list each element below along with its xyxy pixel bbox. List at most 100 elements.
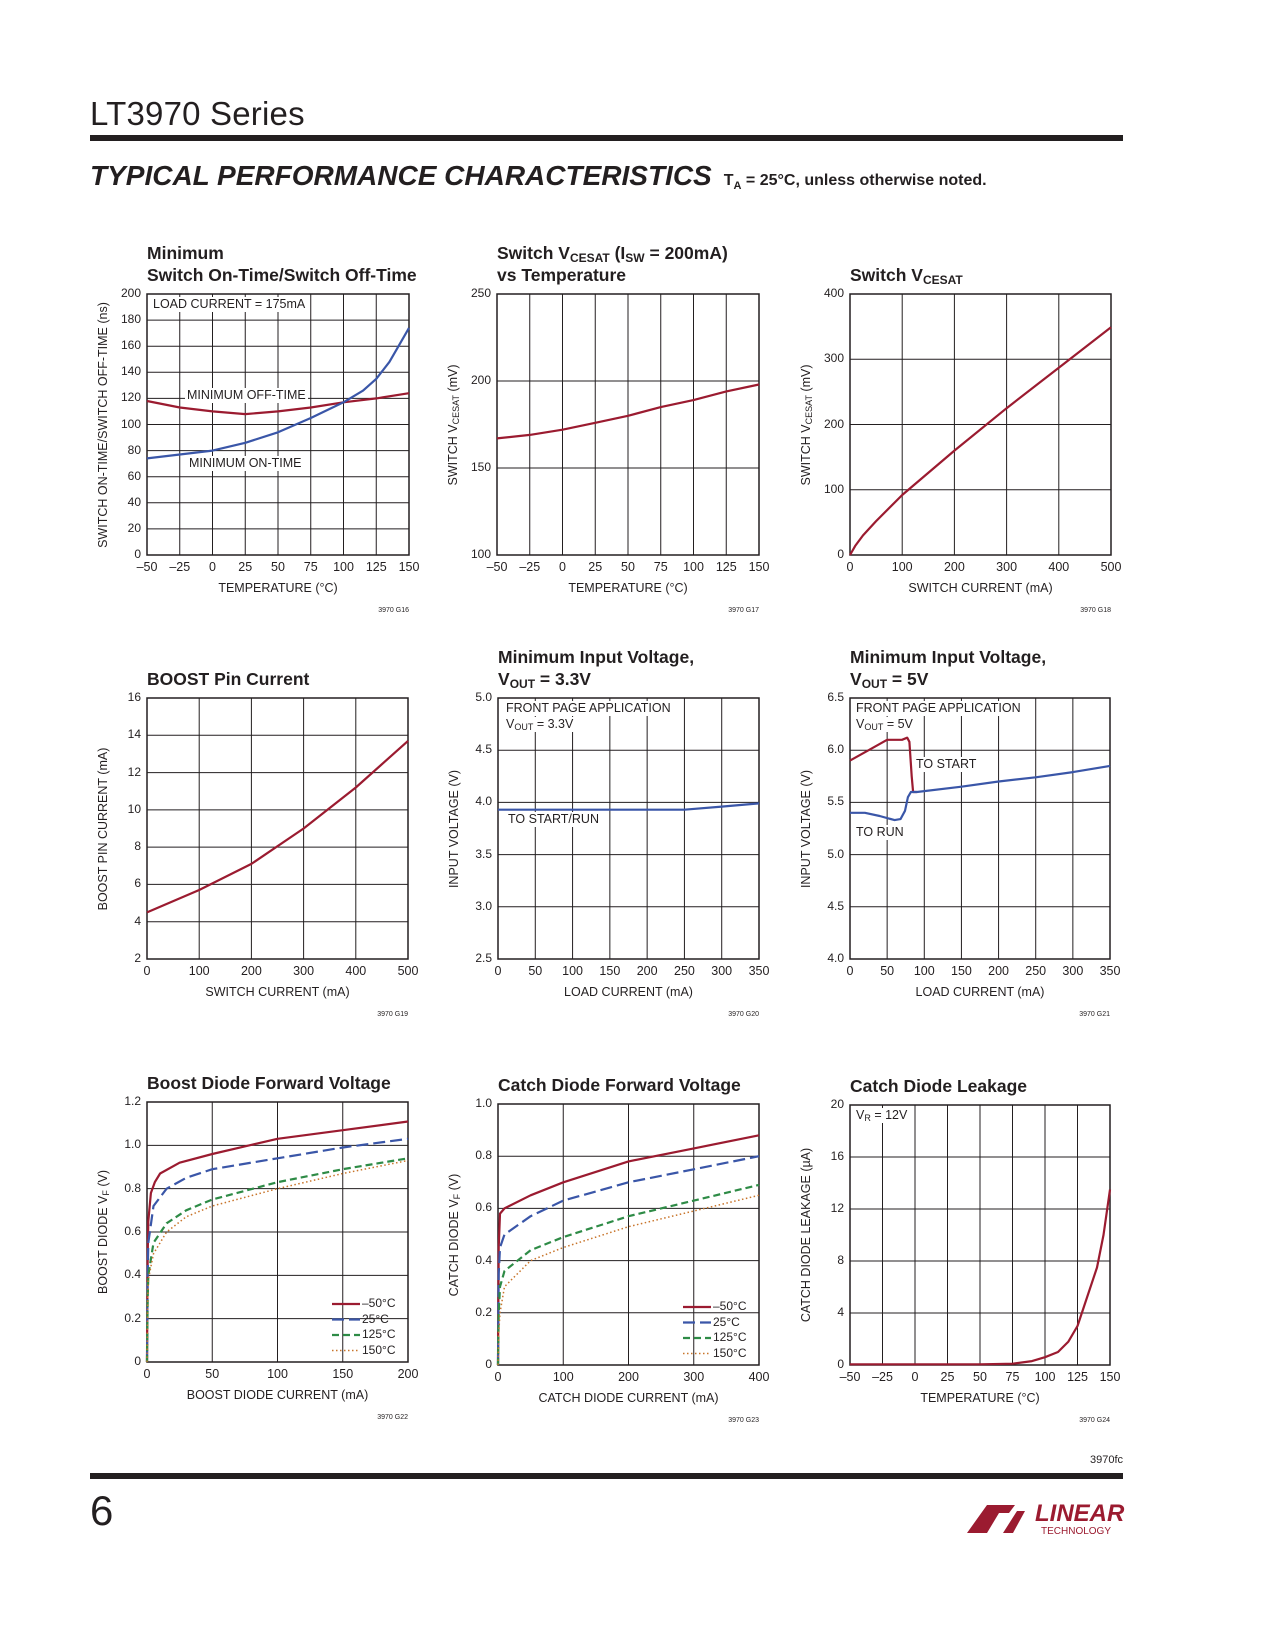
legend-label: 125°C — [713, 1330, 747, 1344]
y-tick-label: 0.4 — [124, 1267, 141, 1282]
x-tick-label: 50 — [973, 1370, 987, 1384]
y-tick-label: 0.6 — [475, 1200, 492, 1215]
y-tick-label: 180 — [120, 312, 141, 327]
bottom-rule-divider — [90, 1473, 1123, 1479]
y-tick-label: 140 — [120, 364, 141, 379]
x-tick-label: 0 — [209, 560, 216, 574]
annotation-label: FRONT PAGE APPLICATION — [504, 701, 673, 716]
y-tick-label: 200 — [470, 373, 491, 387]
y-tick-label: 1.2 — [124, 1094, 141, 1108]
y-tick-label: 6.5 — [827, 690, 844, 704]
x-tick-label: 0 — [846, 560, 854, 574]
y-tick-label: 1.0 — [124, 1137, 141, 1152]
y-tick-label: 16 — [830, 1149, 844, 1163]
figure-id: 3970 G24 — [1079, 1417, 1110, 1424]
figure-id: 3970 G20 — [728, 1011, 759, 1018]
y-tick-label: 60 — [127, 468, 141, 483]
series-line-50C — [496, 1134, 760, 1366]
legend-label: 25°C — [713, 1314, 740, 1329]
x-tick-label: 100 — [267, 1367, 288, 1381]
document-series-title: LT3970 Series — [90, 95, 305, 132]
y-tick-label: 3.5 — [475, 846, 492, 861]
figure-id: 3970 G23 — [728, 1417, 759, 1424]
y-tick-label: 4.5 — [827, 898, 844, 913]
y-tick-label: 2.5 — [475, 951, 492, 965]
logo-mark-icon: LINEAR TECHNOLOGY — [967, 1500, 1125, 1537]
y-tick-label: 0.4 — [475, 1252, 492, 1267]
x-tick-label: 150 — [950, 964, 972, 978]
x-tick-label: 50 — [271, 560, 285, 574]
x-tick-label: 150 — [748, 560, 770, 574]
x-tick-label: 150 — [398, 560, 420, 574]
y-tick-label: 4 — [134, 913, 141, 928]
y-tick-label: 0.8 — [124, 1180, 141, 1195]
y-tick-label: 0 — [837, 547, 844, 561]
x-tick-label: 350 — [748, 964, 770, 978]
legend-label: 25°C — [362, 1311, 389, 1326]
series-line-data — [496, 383, 760, 440]
x-tick-label: 25 — [238, 560, 253, 574]
series-line-150C — [146, 1159, 409, 1363]
y-tick-label: 0 — [837, 1357, 844, 1371]
chart-title-subscript: OUT — [861, 677, 888, 691]
x-tick-label: –25 — [519, 560, 541, 574]
chart-title-line: Catch Diode Forward Voltage — [498, 1075, 741, 1095]
x-tick-label: 150 — [332, 1367, 354, 1381]
x-axis-label: SWITCH CURRENT (mA) — [205, 985, 350, 999]
x-axis-label: SWITCH CURRENT (mA) — [908, 581, 1053, 595]
x-tick-label: 500 — [1100, 560, 1122, 574]
x-tick-label: 350 — [1099, 964, 1121, 978]
annotation-label: VR = 12V — [854, 1108, 910, 1123]
y-tick-label: 0.2 — [124, 1310, 141, 1325]
x-tick-label: –50 — [839, 1370, 861, 1384]
annotation-label: VOUT = 3.3V — [504, 717, 576, 732]
x-tick-label: 400 — [748, 1370, 770, 1384]
x-tick-label: 100 — [562, 964, 583, 978]
chart-title-line: Catch Diode Leakage — [850, 1076, 1027, 1096]
x-tick-label: 200 — [397, 1367, 419, 1381]
x-tick-label: 250 — [1025, 964, 1047, 978]
y-tick-label: 100 — [120, 416, 141, 431]
annotation-label: MINIMUM OFF-TIME — [185, 388, 308, 403]
y-tick-label: 14 — [127, 727, 141, 742]
x-tick-label: 25 — [940, 1370, 955, 1384]
figure-id: 3970 G17 — [728, 607, 759, 614]
series-line-data — [146, 740, 409, 914]
chart-title-line: BOOST Pin Current — [147, 669, 310, 689]
legend-label: –50°C — [713, 1299, 747, 1313]
y-tick-label: 20 — [127, 520, 141, 535]
x-tick-label: 75 — [1005, 1370, 1020, 1384]
y-tick-label: 8 — [134, 839, 141, 854]
x-tick-label: 300 — [1062, 964, 1084, 978]
x-tick-label: 250 — [673, 964, 695, 978]
annotation-label: TO RUN — [854, 825, 906, 840]
x-tick-label: 400 — [345, 964, 367, 978]
figure-id: 3970 G21 — [1079, 1011, 1110, 1018]
y-tick-label: 20 — [830, 1097, 844, 1111]
top-rule-divider — [90, 135, 1123, 141]
chart-title-subscript: CESAT — [922, 273, 963, 287]
chart-title-line: Switch On-Time/Switch Off-Time — [147, 265, 417, 285]
page-code: 3970fc — [1089, 1454, 1123, 1466]
x-axis-label: LOAD CURRENT (mA) — [915, 985, 1045, 999]
series-line-TOSTARTRUN — [498, 802, 760, 811]
y-tick-label: 12 — [127, 764, 141, 779]
x-tick-label: 100 — [683, 560, 704, 574]
x-tick-label: 500 — [397, 964, 419, 978]
y-tick-label: 100 — [823, 481, 844, 496]
y-tick-label: 16 — [127, 690, 141, 704]
x-tick-label: 100 — [552, 1370, 574, 1384]
annotation-subscript: R — [864, 1113, 871, 1123]
x-tick-label: 50 — [621, 560, 635, 574]
y-tick-label: 0 — [134, 547, 141, 561]
x-tick-label: 75 — [303, 560, 318, 574]
annotation-subscript: OUT — [514, 722, 534, 732]
chart-title: Catch Diode Forward Voltage — [498, 1074, 741, 1096]
